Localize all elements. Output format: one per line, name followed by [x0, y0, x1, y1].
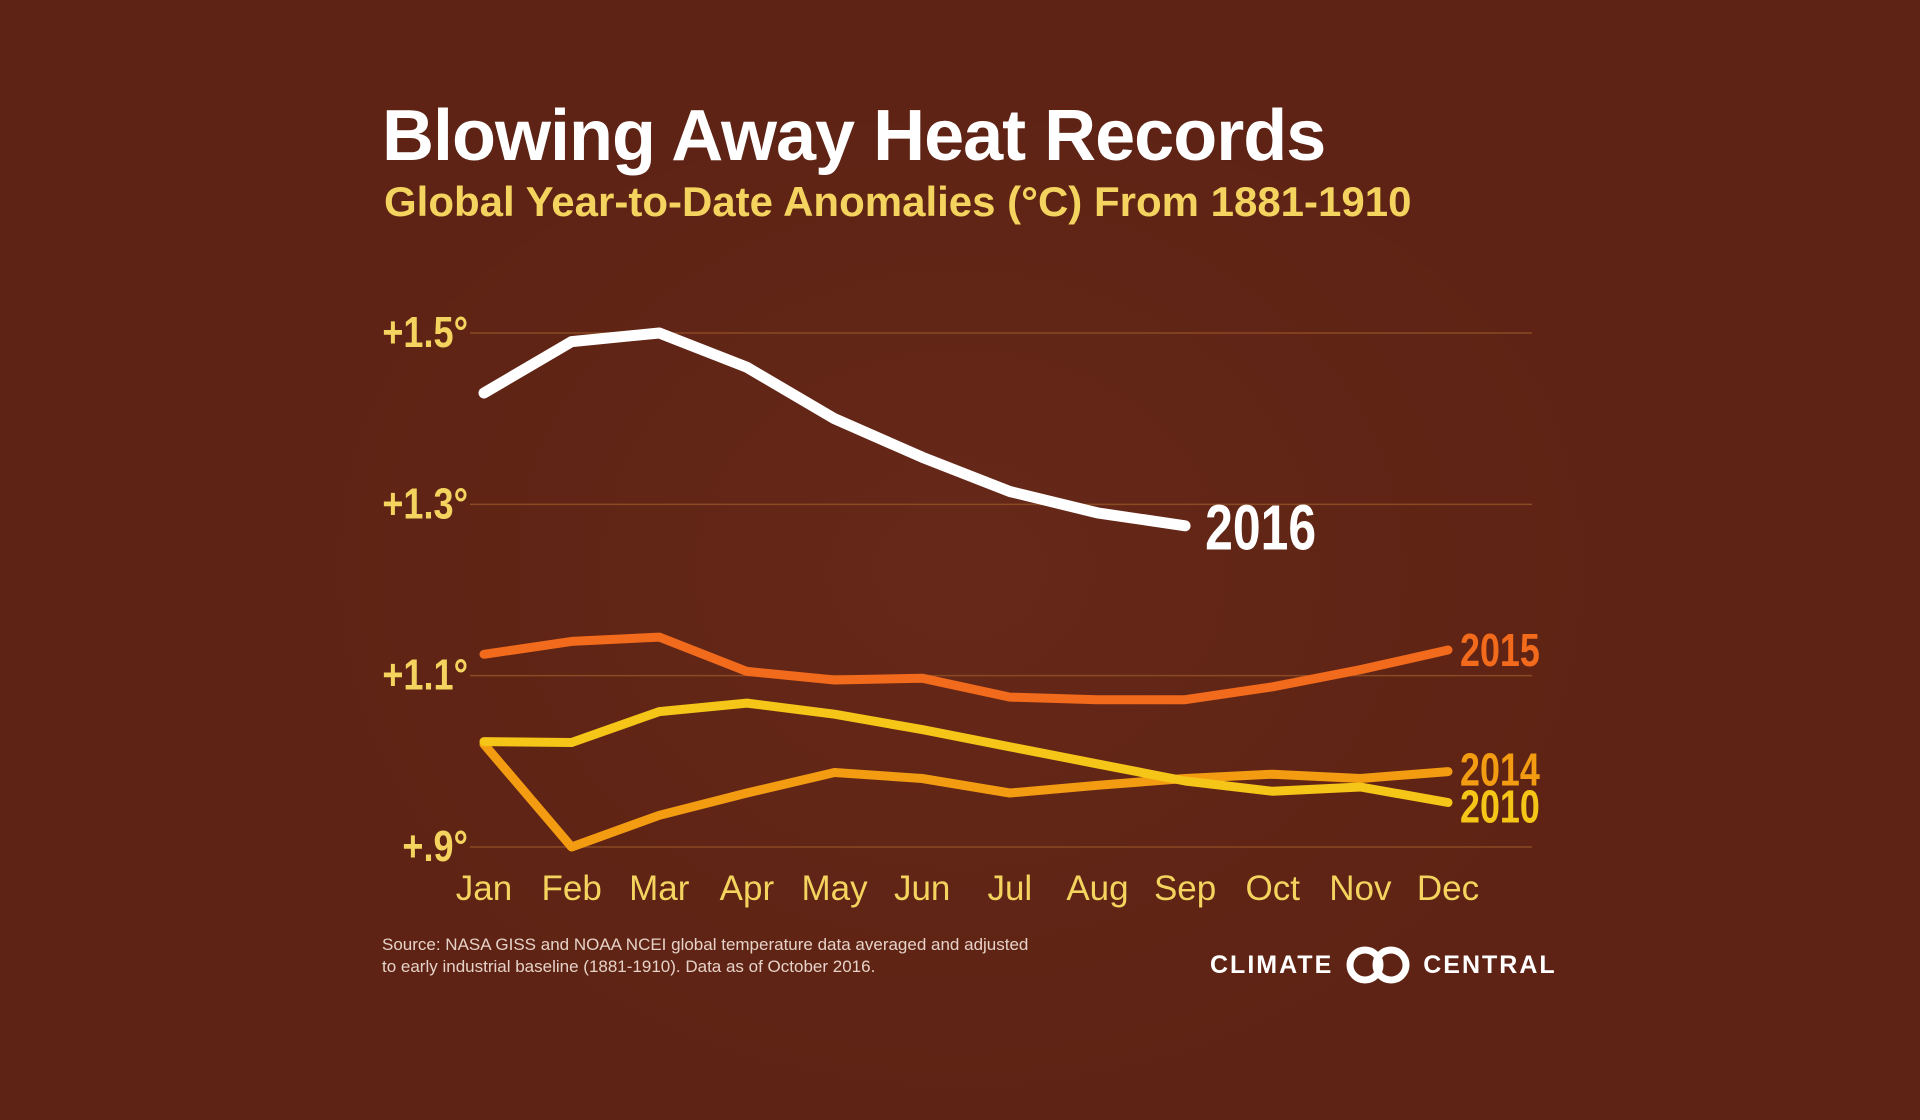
- x-tick-label: Jun: [894, 869, 950, 908]
- x-tick-label: Apr: [720, 869, 775, 908]
- source-note: Source: NASA GISS and NOAA NCEI global t…: [382, 935, 1029, 976]
- series-label-2010: 2010: [1460, 781, 1540, 832]
- x-tick-label: Oct: [1246, 869, 1301, 908]
- line-chart: +.9° +1.1° +1.3° +1.5° Jan Feb Mar Apr May Jun Jul…: [382, 308, 1540, 908]
- x-tick-label: Jan: [456, 869, 512, 908]
- climate-central-logo: CLIMATE CENTRAL: [1210, 945, 1557, 985]
- series-line-2015: [479, 632, 1453, 705]
- y-tick-label: +1.5°: [382, 308, 468, 357]
- y-tick-label: +.9°: [402, 822, 468, 871]
- series-label-2015: 2015: [1460, 625, 1540, 676]
- series-label-2016: 2016: [1205, 493, 1316, 564]
- page-title: Blowing Away Heat Records: [382, 96, 1326, 176]
- series-label-2014: 2014: [1460, 744, 1540, 795]
- page-subtitle: Global Year-to-Date Anomalies (°C) From …: [384, 178, 1412, 225]
- series-line-2010: [479, 698, 1453, 807]
- logo-right-text: CENTRAL: [1423, 950, 1557, 979]
- x-tick-label: Nov: [1329, 869, 1392, 908]
- y-tick-label: +1.3°: [382, 479, 468, 528]
- logo-left-text: CLIMATE: [1210, 950, 1334, 979]
- series-line-2014: [479, 739, 1453, 852]
- y-tick-label: +1.1°: [382, 650, 468, 699]
- x-tick-label: Aug: [1066, 869, 1128, 908]
- series-line-2016: [478, 327, 1191, 532]
- x-tick-label: Jul: [987, 869, 1032, 908]
- x-tick-label: Feb: [541, 869, 601, 908]
- x-tick-label: Dec: [1417, 869, 1479, 908]
- x-tick-label: Mar: [629, 869, 690, 908]
- x-tick-label: Sep: [1154, 869, 1216, 908]
- logo-rings-icon: [1346, 946, 1410, 984]
- x-tick-label: May: [801, 869, 868, 908]
